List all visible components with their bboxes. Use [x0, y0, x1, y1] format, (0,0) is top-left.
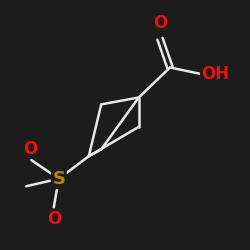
- Text: O: O: [23, 140, 37, 158]
- Text: O: O: [153, 14, 167, 32]
- Text: O: O: [46, 210, 61, 228]
- Text: S: S: [52, 170, 65, 188]
- Text: OH: OH: [201, 65, 230, 83]
